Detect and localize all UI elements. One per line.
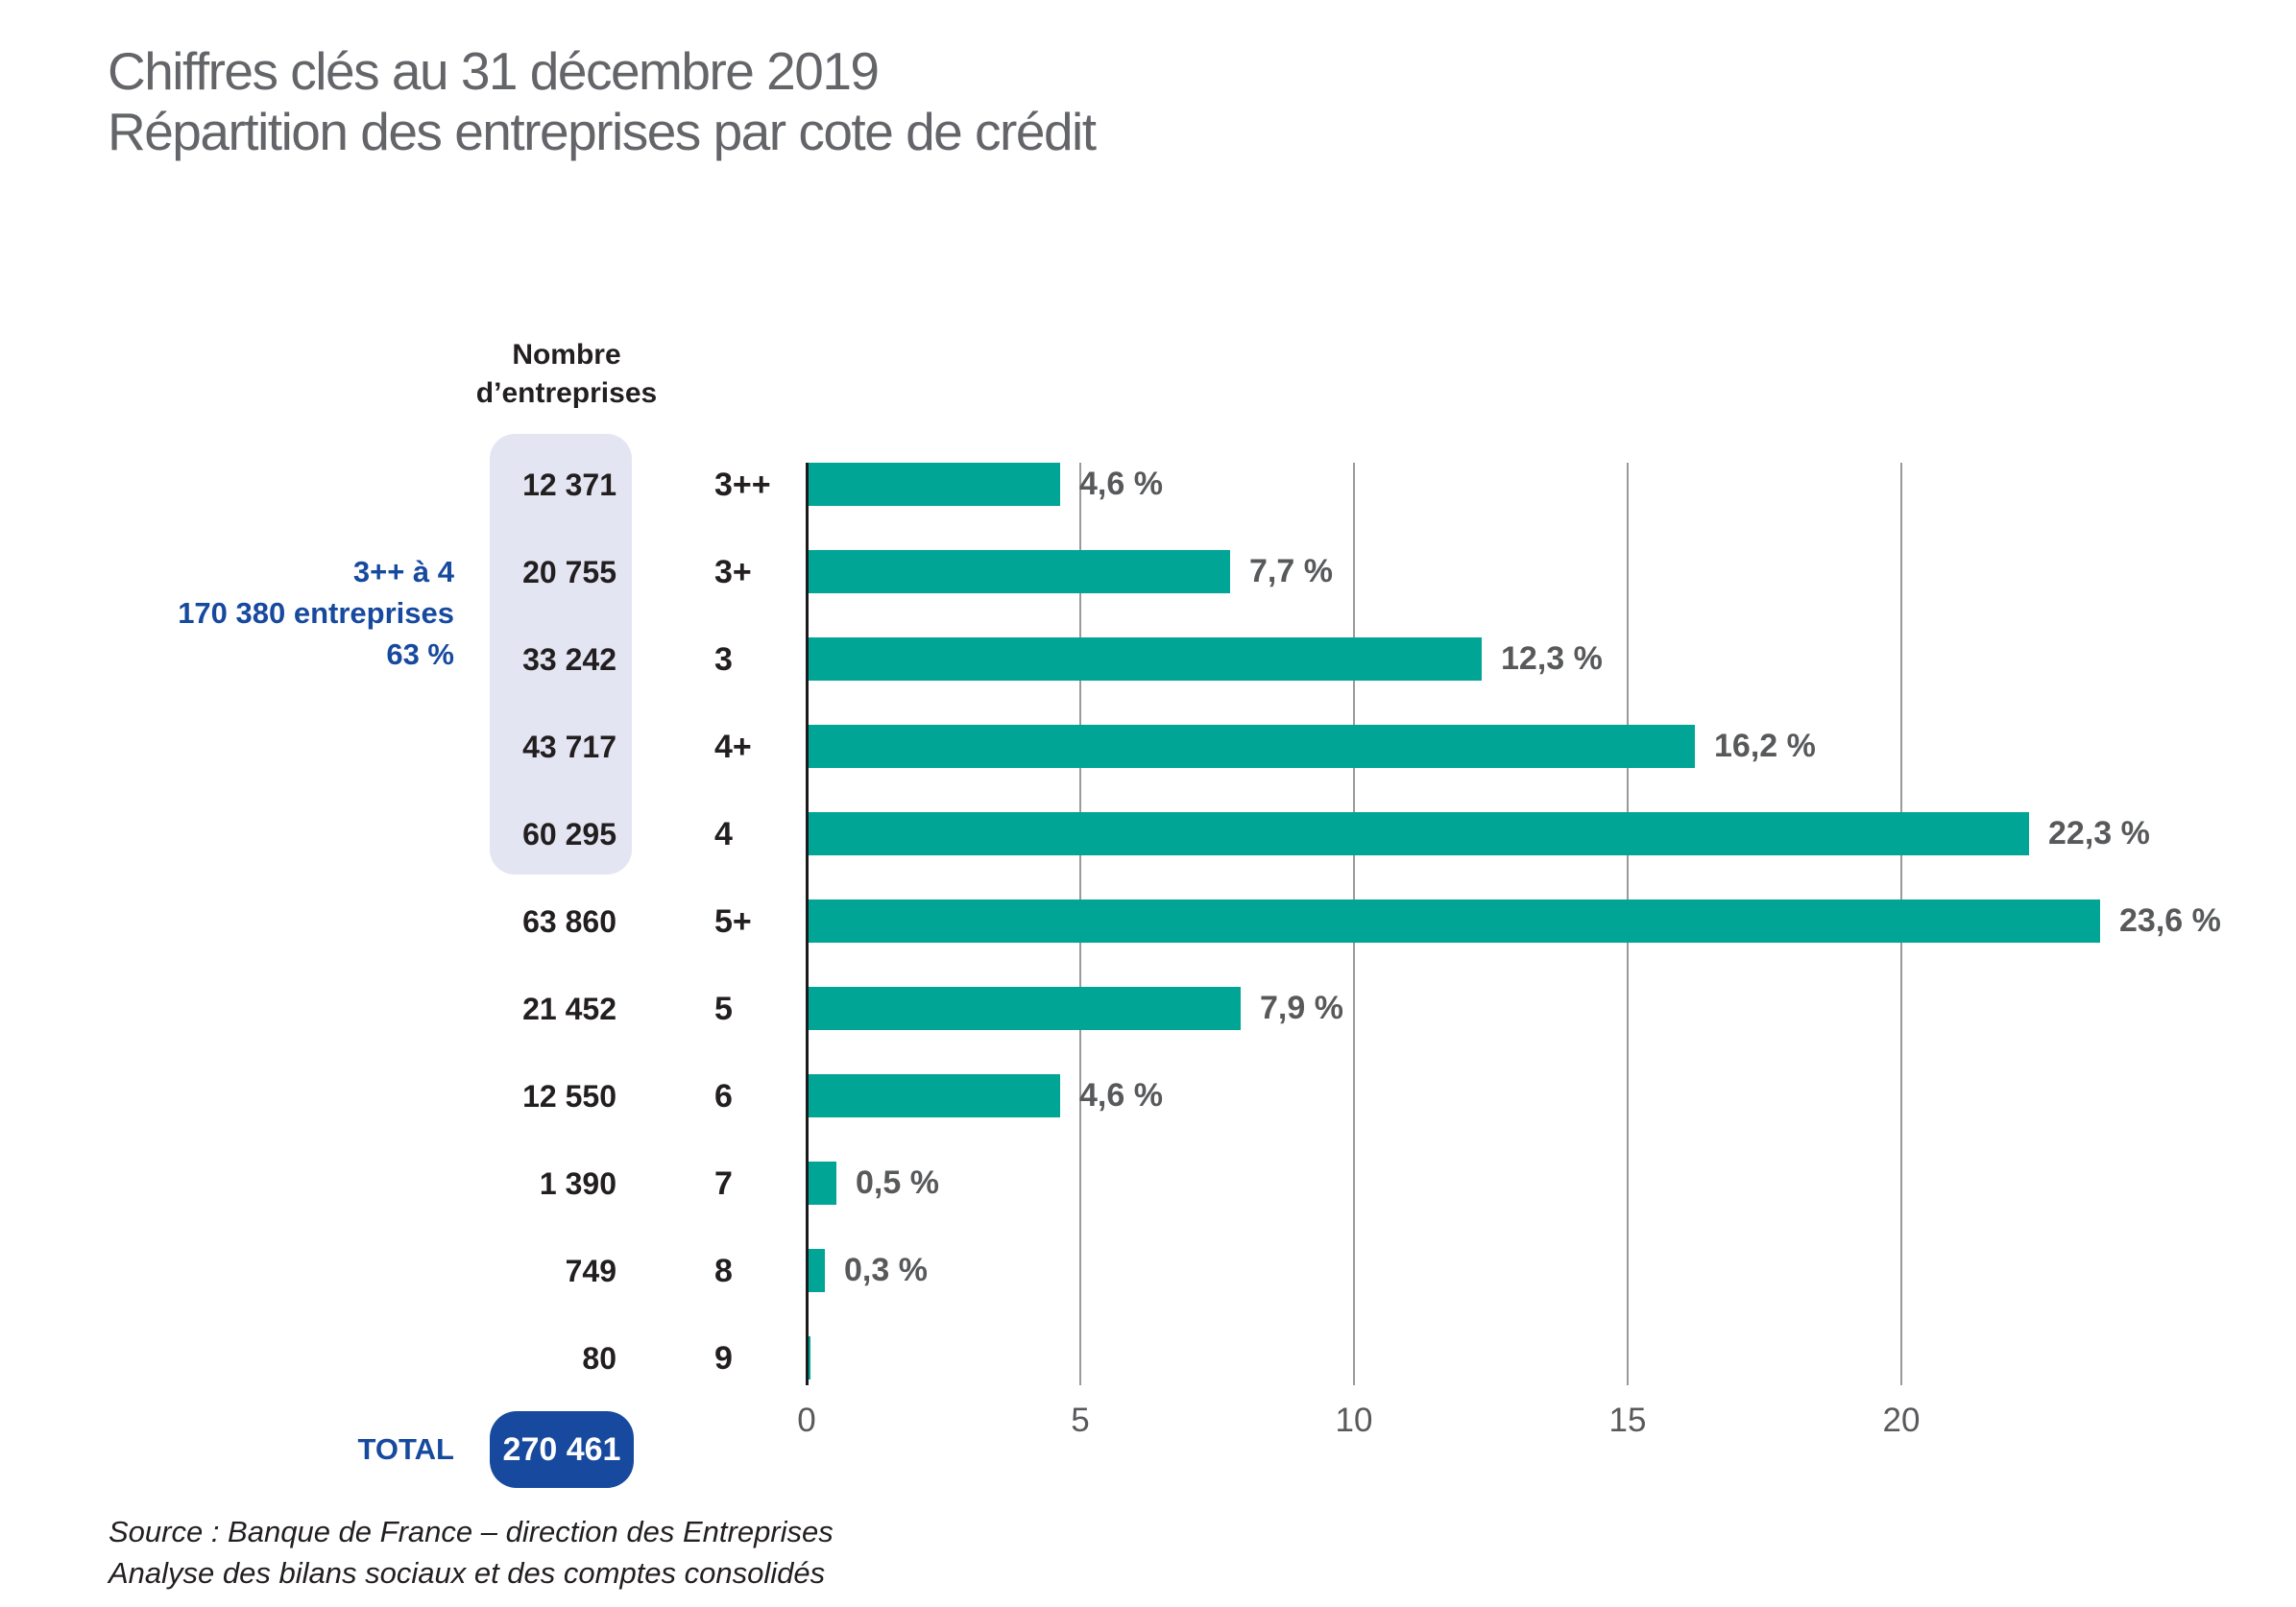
percent-label-5: 7,9 % <box>1260 990 1343 1026</box>
bar-7 <box>809 1162 836 1205</box>
count-label-3: 33 242 <box>522 642 616 677</box>
category-label-4+: 4+ <box>714 729 752 765</box>
percent-label-3: 12,3 % <box>1501 640 1603 677</box>
x-tick-0: 0 <box>797 1402 816 1439</box>
title-line-1: Chiffres clés au 31 décembre 2019 <box>108 40 880 101</box>
count-label-3++: 12 371 <box>522 468 616 502</box>
annotation-share: 63 % <box>386 637 454 671</box>
count-label-5+: 63 860 <box>522 904 616 939</box>
count-label-4: 60 295 <box>522 817 616 851</box>
category-label-6: 6 <box>714 1078 733 1115</box>
count-label-9: 80 <box>582 1341 616 1376</box>
x-tick-10: 10 <box>1335 1402 1373 1439</box>
category-label-5+: 5+ <box>714 903 752 940</box>
count-label-7: 1 390 <box>539 1166 616 1201</box>
count-label-5: 21 452 <box>522 992 616 1026</box>
source-line-2: Analyse des bilans sociaux et des compte… <box>109 1556 826 1590</box>
category-label-4: 4 <box>714 816 733 852</box>
highlight-box-3pp-to-4 <box>490 434 632 875</box>
percent-label-4+: 16,2 % <box>1714 728 1816 764</box>
category-label-8: 8 <box>714 1253 733 1289</box>
annotation-count: 170 380 entreprises <box>178 596 454 630</box>
bar-4+ <box>809 725 1695 768</box>
x-tick-15: 15 <box>1608 1402 1647 1439</box>
count-column-header-line-2: d’entreprises <box>475 377 658 409</box>
percent-label-8: 0,3 % <box>844 1252 928 1288</box>
category-label-3: 3 <box>714 641 733 678</box>
count-label-8: 749 <box>565 1254 616 1288</box>
bar-5+ <box>809 899 2100 943</box>
percent-label-7: 0,5 % <box>856 1164 939 1201</box>
bar-3++ <box>809 463 1060 506</box>
source-line-1: Source : Banque de France – direction de… <box>109 1515 834 1548</box>
total-label: TOTAL <box>357 1432 454 1466</box>
x-tick-5: 5 <box>1071 1402 1090 1439</box>
bar-6 <box>809 1074 1060 1117</box>
total-value-pill: 270 461 <box>490 1411 634 1488</box>
category-label-5: 5 <box>714 991 733 1027</box>
percent-label-3+: 7,7 % <box>1249 553 1333 589</box>
category-label-9: 9 <box>714 1340 733 1377</box>
highlight-annotation: 3++ à 4 170 380 entreprises 63 % <box>115 551 454 675</box>
count-label-6: 12 550 <box>522 1079 616 1114</box>
count-column-header-line-1: Nombre <box>512 339 621 371</box>
bar-8 <box>809 1249 825 1292</box>
percent-label-3++: 4,6 % <box>1079 466 1163 502</box>
bar-3 <box>809 637 1482 681</box>
count-label-3+: 20 755 <box>522 555 616 589</box>
y-axis-line <box>806 463 809 1385</box>
bar-5 <box>809 987 1241 1030</box>
category-label-3++: 3++ <box>714 467 771 503</box>
annotation-range: 3++ à 4 <box>352 555 454 588</box>
count-column-header: Nombre d’entreprises <box>427 336 706 413</box>
count-label-4+: 43 717 <box>522 730 616 764</box>
bar-3+ <box>809 550 1230 593</box>
title-line-2: Répartition des entreprises par cote de … <box>108 101 1097 161</box>
source-note: Source : Banque de France – direction de… <box>109 1511 834 1594</box>
bar-4 <box>809 812 2029 855</box>
category-label-3+: 3+ <box>714 554 752 590</box>
percent-label-5+: 23,6 % <box>2119 902 2221 939</box>
category-label-7: 7 <box>714 1165 733 1202</box>
bar-9 <box>809 1336 810 1379</box>
page-title: Chiffres clés au 31 décembre 2019 Répart… <box>108 40 1097 162</box>
percent-label-6: 4,6 % <box>1079 1077 1163 1114</box>
percent-label-4: 22,3 % <box>2048 815 2150 851</box>
x-tick-20: 20 <box>1882 1402 1921 1439</box>
